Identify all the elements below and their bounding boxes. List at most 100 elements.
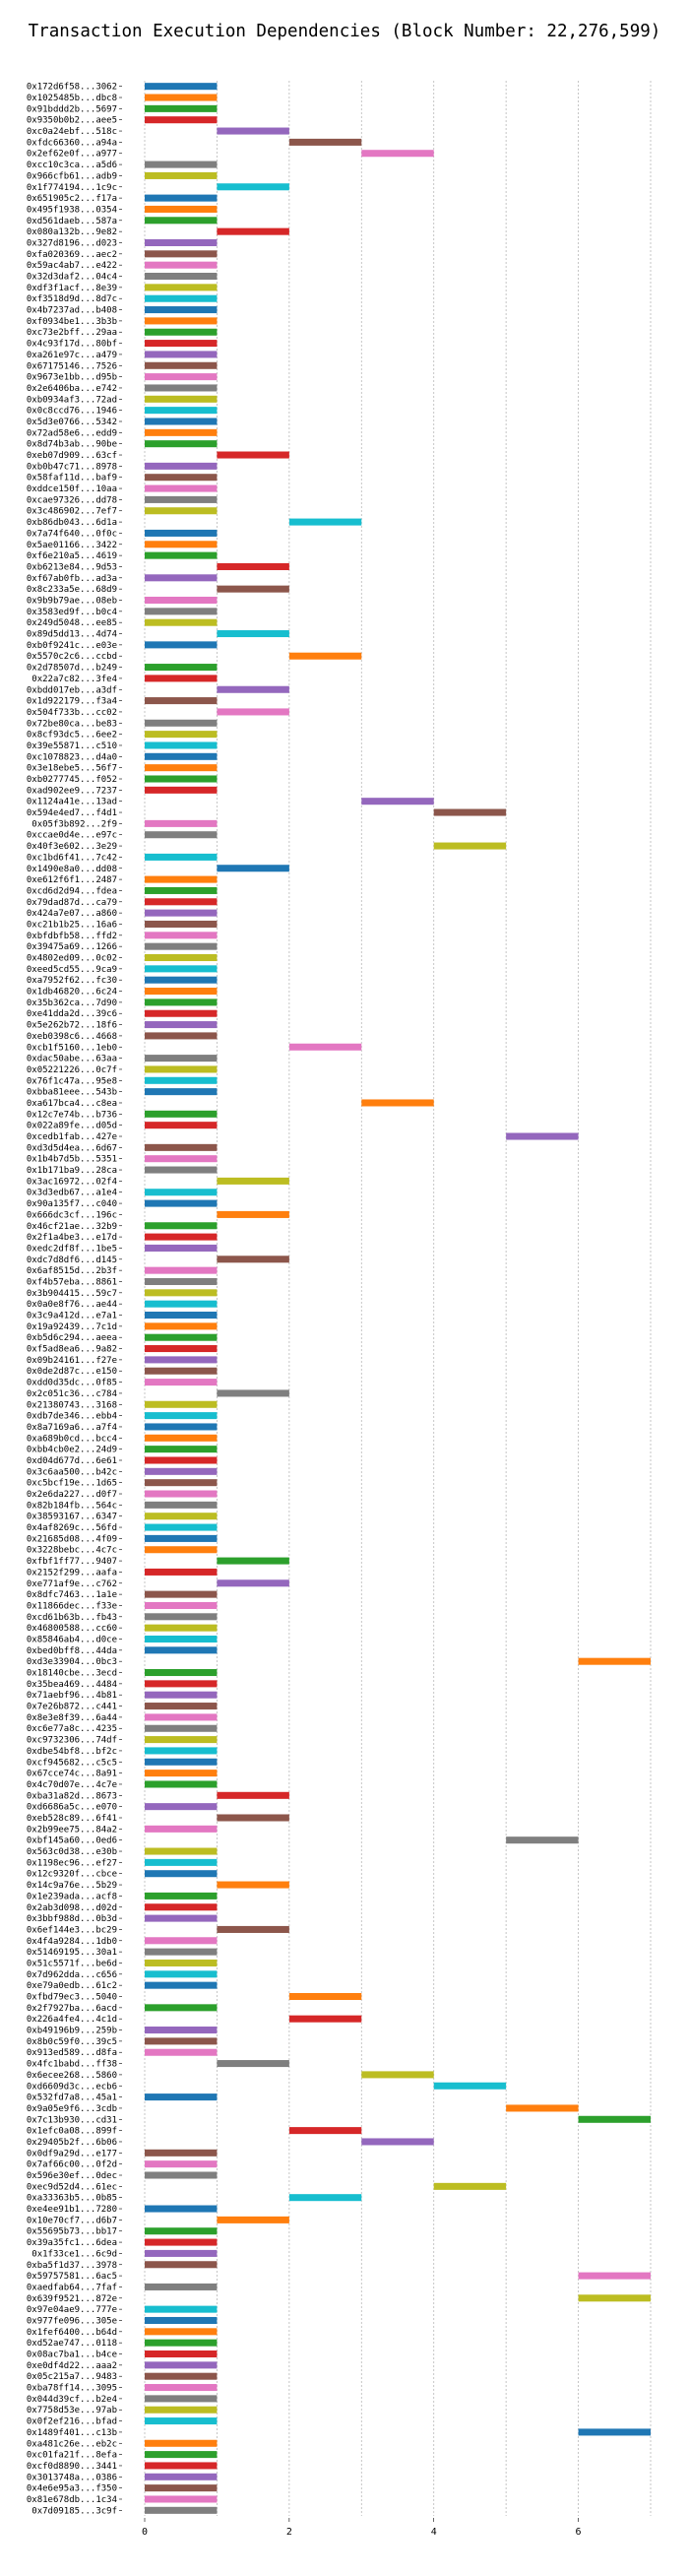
y-tick-label: 0x5e262b72...18f6	[27, 1021, 117, 1031]
bars	[145, 83, 651, 2514]
y-tick-label: 0x044d39cf...b2e4	[27, 2395, 117, 2405]
y-tick-label: 0x12c7e74b...b736	[27, 1110, 117, 1120]
bar	[145, 1277, 218, 1286]
bar	[145, 1601, 218, 1609]
bar	[145, 1467, 218, 1475]
bar	[145, 1479, 218, 1487]
y-tick-label: 0x12c9320f...cbce	[27, 1870, 117, 1880]
bar	[145, 664, 218, 672]
bar	[145, 1624, 218, 1632]
bar	[145, 1646, 218, 1654]
bar	[361, 2138, 434, 2146]
y-tick-label: 0x495f1938...0354	[27, 205, 117, 215]
bar	[433, 842, 507, 850]
y-tick-label: 0x39475a69...1266	[27, 942, 117, 952]
y-tick-label: 0xd6609d3c...ecb6	[27, 2082, 117, 2092]
y-tick-label: 0xec9d52d4...61ec	[27, 2182, 117, 2192]
bar	[361, 150, 434, 158]
y-tick-label: 0xd561daeb...587a	[27, 217, 117, 226]
y-tick-label: 0x72be80ca...be83	[27, 719, 117, 729]
y-tick-label: 0x6af8515d...2b3f	[27, 1266, 117, 1276]
bar	[145, 94, 218, 101]
bar	[145, 1233, 218, 1241]
bar	[145, 2205, 218, 2213]
y-tick-label: 0x651905c2...f17a	[27, 194, 117, 204]
y-tick-label: 0xf5ad8ea6...9a82	[27, 1345, 117, 1355]
bar	[145, 1446, 218, 1453]
y-tick-label: 0xf3518d9d...8d7c	[27, 294, 117, 304]
y-tick-label: 0x2e6406ba...e742	[27, 384, 117, 394]
bar	[145, 988, 218, 996]
bar	[145, 641, 218, 649]
bar	[145, 1546, 218, 1554]
bar	[145, 2350, 218, 2358]
bar	[288, 1992, 362, 2001]
y-tick-label: 0x7d962dda...c656	[27, 1970, 117, 1980]
y-tick-label: 0x8d74b3ab...90be	[27, 440, 117, 450]
bar	[145, 1222, 218, 1230]
y-tick-label: 0xbfdbfb58...ffd2	[27, 932, 117, 941]
y-tick-label: 0xba5f1d37...3978	[27, 2261, 117, 2271]
y-tick-label: 0x38593167...6347	[27, 1513, 117, 1522]
y-tick-label: 0x2152f299...aafa	[27, 1568, 117, 1578]
bar	[145, 1780, 218, 1788]
y-tick-label: 0xddce150f...10aa	[27, 484, 117, 494]
y-tick-label: 0xad902ee9...7237	[27, 786, 117, 796]
y-tick-label: 0x76f1c47a...95e8	[27, 1076, 117, 1086]
y-tick-label: 0x0df9a29d...e177	[27, 2149, 117, 2158]
y-tick-label: 0xa481c26e...eb2c	[27, 2439, 117, 2449]
bar	[217, 562, 289, 570]
bar	[288, 138, 362, 146]
y-tick-label: 0x59ac4ab7...e422	[27, 261, 117, 271]
y-tick-label: 0xb6213e84...9d53	[27, 562, 117, 572]
y-tick-label: 0x8e3e8f39...6a44	[27, 1713, 117, 1723]
bar	[145, 719, 218, 727]
bar	[217, 127, 289, 135]
bar	[145, 1166, 218, 1174]
bar	[145, 1613, 218, 1621]
bar	[145, 1065, 218, 1073]
y-tick-label: 0xdbe54bf8...bf2c	[27, 1747, 117, 1757]
y-tick-label: 0xc1bd6f41...7c42	[27, 853, 117, 863]
y-tick-label: 0xcd6d2d94...fdea	[27, 886, 117, 896]
y-tick-label: 0x9b9b79ae...08eb	[27, 596, 117, 606]
bar	[145, 1009, 218, 1017]
chart-title: Transaction Execution Dependencies (Bloc…	[28, 22, 661, 41]
bar	[217, 1557, 289, 1565]
y-tick-label: 0x4fc1babd...ff38	[27, 2060, 117, 2070]
y-tick-label: 0xbdd017eb...a3df	[27, 685, 117, 695]
y-tick-label: 0x40f3e602...3e29	[27, 842, 117, 852]
bar	[145, 1523, 218, 1531]
bar	[217, 1814, 289, 1822]
y-tick-label: 0x4c70d07e...4c7e	[27, 1780, 117, 1790]
y-tick-label: 0x1db46820...6c24	[27, 988, 117, 998]
y-tick-label: 0x1f774194...1c9c	[27, 183, 117, 193]
bar	[145, 2093, 218, 2101]
y-tick-label: 0xa7952f62...fc30	[27, 976, 117, 986]
y-tick-label: 0xcc10c3ca...a5d6	[27, 161, 117, 170]
y-tick-label: 0x08ac7ba1...b4ce	[27, 2351, 117, 2360]
bar	[145, 1847, 218, 1855]
bar	[145, 2227, 218, 2235]
y-tick-label: 0xe4ee91b1...7280	[27, 2205, 117, 2215]
bar	[145, 764, 218, 772]
bar	[145, 1155, 218, 1163]
y-tick-label: 0x226a4fe4...4c1d	[27, 2015, 117, 2025]
y-tick-label: 0xd3e33904...0bc3	[27, 1657, 117, 1667]
bar	[145, 1367, 218, 1375]
bar	[145, 1076, 218, 1084]
bar	[578, 2428, 651, 2436]
bar	[145, 2037, 218, 2045]
bar	[145, 998, 218, 1006]
y-tick-label: 0xcf945682...c5c5	[27, 1758, 117, 1768]
y-tick-label: 0x3d3edb67...a1e4	[27, 1189, 117, 1198]
bar	[506, 2104, 579, 2112]
bar	[361, 798, 434, 805]
bar	[145, 1266, 218, 1274]
bar	[433, 2182, 507, 2190]
y-tick-label: 0xa617bca4...c8ea	[27, 1099, 117, 1109]
bar	[217, 1791, 289, 1799]
y-tick-label: 0x05c215a7...9483	[27, 2372, 117, 2382]
bar	[433, 808, 507, 816]
